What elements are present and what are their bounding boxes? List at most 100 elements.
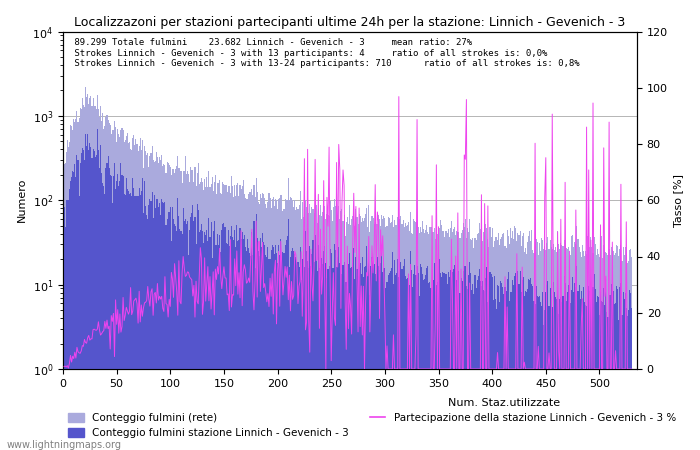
Bar [452, 232, 453, 450]
Bar [456, 231, 457, 450]
Bar [221, 194, 223, 450]
Bar [310, 266, 312, 450]
Bar [337, 217, 338, 450]
Bar [279, 198, 280, 450]
Bar [496, 237, 497, 450]
Bar [264, 245, 265, 450]
Bar [615, 253, 616, 450]
Bar [391, 222, 392, 450]
Bar [145, 207, 146, 450]
Bar [159, 203, 160, 450]
Bar [143, 168, 144, 450]
Bar [356, 269, 358, 450]
Bar [349, 205, 350, 450]
Bar [381, 252, 382, 450]
Bar [96, 109, 97, 450]
Bar [99, 168, 100, 450]
Bar [578, 285, 580, 450]
Bar [572, 277, 573, 450]
Bar [116, 181, 117, 450]
Bar [219, 180, 220, 450]
Bar [616, 286, 617, 450]
Bar [82, 99, 83, 450]
Bar [431, 232, 433, 450]
Bar [421, 267, 422, 450]
Bar [455, 234, 456, 450]
Bar [535, 242, 536, 450]
Bar [287, 200, 288, 450]
Bar [538, 297, 539, 450]
Bar [262, 193, 263, 450]
Bar [517, 233, 519, 450]
Bar [515, 273, 517, 450]
Bar [471, 239, 472, 450]
Bar [400, 216, 402, 450]
Bar [596, 302, 597, 450]
Bar [420, 227, 421, 450]
Bar [372, 218, 374, 450]
Bar [424, 279, 425, 450]
Bar [80, 153, 82, 450]
Bar [582, 299, 583, 450]
Bar [441, 277, 442, 450]
Bar [505, 248, 507, 450]
Bar [549, 249, 550, 450]
Bar [87, 94, 88, 450]
Bar [163, 164, 164, 450]
Bar [368, 246, 370, 450]
Bar [487, 302, 489, 450]
Bar [536, 239, 537, 450]
Bar [498, 286, 499, 450]
Bar [271, 207, 272, 450]
Bar [606, 252, 608, 450]
Bar [296, 262, 297, 450]
Bar [214, 182, 215, 450]
Bar [88, 150, 90, 450]
Bar [82, 148, 83, 450]
Bar [223, 184, 225, 450]
Bar [430, 227, 431, 450]
Bar [629, 290, 630, 450]
Bar [615, 303, 616, 450]
Bar [326, 214, 328, 450]
Bar [480, 229, 481, 450]
Bar [171, 241, 172, 450]
Bar [183, 171, 185, 450]
Bar [133, 135, 134, 450]
Bar [228, 230, 229, 450]
Bar [456, 280, 457, 450]
Bar [309, 204, 310, 450]
Bar [169, 212, 170, 450]
Bar [443, 230, 444, 450]
Bar [509, 243, 510, 450]
Bar [272, 245, 273, 450]
Bar [546, 285, 547, 450]
Bar [143, 213, 144, 450]
Bar [444, 273, 445, 450]
Bar [495, 299, 496, 450]
Bar [604, 305, 606, 450]
Bar [332, 268, 334, 450]
Bar [298, 205, 300, 450]
Bar [389, 273, 390, 450]
Bar [253, 185, 255, 450]
Bar [575, 243, 576, 450]
Bar [188, 174, 189, 450]
Bar [466, 286, 467, 450]
Bar [606, 312, 608, 450]
Bar [217, 234, 218, 450]
Bar [489, 272, 491, 450]
Bar [237, 241, 239, 450]
Bar [552, 248, 553, 450]
Bar [389, 218, 390, 450]
Bar [477, 276, 479, 450]
Bar [193, 182, 195, 450]
Bar [543, 248, 544, 450]
Bar [564, 240, 565, 450]
Bar [305, 231, 306, 450]
Bar [294, 200, 295, 450]
Bar [405, 276, 406, 450]
Bar [525, 248, 526, 450]
Bar [540, 302, 541, 450]
Bar [415, 222, 416, 450]
